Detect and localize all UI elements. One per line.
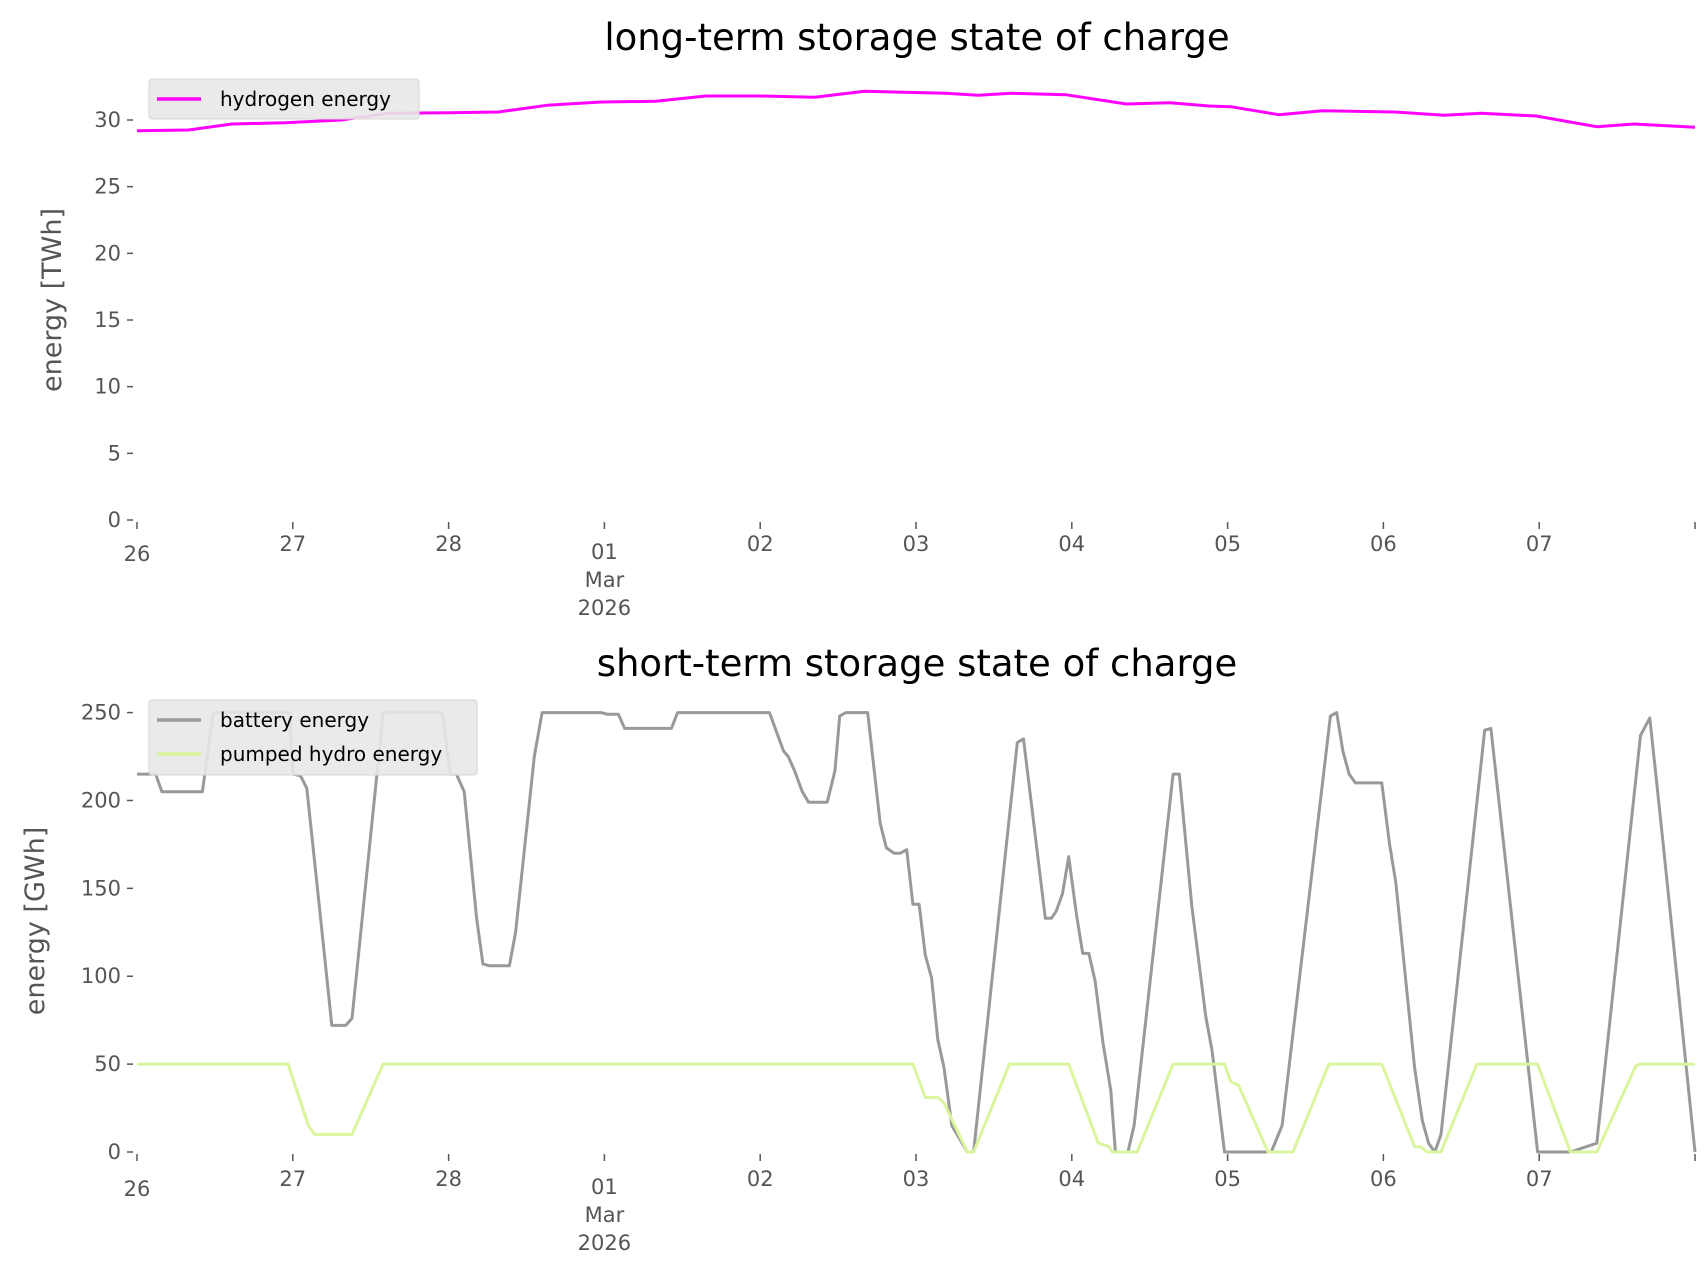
x-tick-sublabel: 2026 — [578, 1231, 631, 1255]
x-tick-label: 03 — [903, 1167, 930, 1191]
y-tick-label: 15 — [94, 308, 121, 332]
series-line-pumped-hydro-energy — [137, 1062, 1695, 1154]
x-tick-label: 06 — [1370, 532, 1397, 556]
y-tick-label: 150 — [81, 876, 121, 900]
y-tick-label: 0 — [108, 508, 121, 532]
legend-label: pumped hydro energy — [220, 742, 442, 766]
legend-box — [148, 699, 478, 776]
x-tick-label: 07 — [1526, 1167, 1553, 1191]
y-tick-label: 10 — [94, 375, 121, 399]
x-tick-label: 05 — [1214, 532, 1241, 556]
series-line-battery-energy — [137, 711, 1697, 1154]
y-tick-label: 5 — [108, 441, 121, 465]
x-tick-label: 28 — [435, 1167, 462, 1191]
legend-box — [148, 78, 420, 120]
x-tick-label: 01 — [591, 540, 618, 564]
legend-label: battery energy — [220, 708, 369, 732]
chart-title: long-term storage state of charge — [604, 16, 1229, 59]
y-axis-label: energy [GWh] — [20, 827, 51, 1015]
x-tick-label: 28 — [435, 532, 462, 556]
y-tick-label: 25 — [94, 175, 121, 199]
x-tick-label: 04 — [1058, 1167, 1085, 1191]
x-tick-label: 07 — [1526, 532, 1553, 556]
chart-title: short-term storage state of charge — [597, 642, 1238, 685]
y-tick-label: 100 — [81, 964, 121, 988]
short-term-storage-panel: short-term storage state of charge energ… — [20, 642, 1697, 1255]
x-tick-label: 26 — [124, 542, 151, 566]
y-tick-label: 20 — [94, 241, 121, 265]
x-tick-label: 02 — [747, 1167, 774, 1191]
x-tick-sublabel: Mar — [585, 568, 625, 592]
legend-label: hydrogen energy — [220, 87, 391, 111]
y-tick-label: 50 — [94, 1052, 121, 1076]
x-tick-label: 27 — [279, 1167, 306, 1191]
long-term-storage-panel: long-term storage state of charge energy… — [37, 16, 1696, 620]
y-tick-label: 200 — [81, 788, 121, 812]
x-tick-label: 03 — [903, 532, 930, 556]
x-tick-label: 04 — [1058, 532, 1085, 556]
y-tick-label: 250 — [81, 701, 121, 725]
x-tick-label: 02 — [747, 532, 774, 556]
x-tick-sublabel: 2026 — [578, 596, 631, 620]
x-tick-label: 26 — [124, 1177, 151, 1201]
y-tick-label: 0 — [108, 1140, 121, 1164]
x-tick-label: 01 — [591, 1175, 618, 1199]
y-tick-label: 30 — [94, 108, 121, 132]
x-tick-label: 27 — [279, 532, 306, 556]
x-tick-sublabel: Mar — [585, 1203, 625, 1227]
y-axis-label: energy [TWh] — [37, 208, 68, 392]
x-tick-label: 05 — [1214, 1167, 1241, 1191]
legend: battery energy pumped hydro energy — [148, 699, 478, 776]
x-tick-label: 06 — [1370, 1167, 1397, 1191]
legend: hydrogen energy — [148, 78, 420, 120]
